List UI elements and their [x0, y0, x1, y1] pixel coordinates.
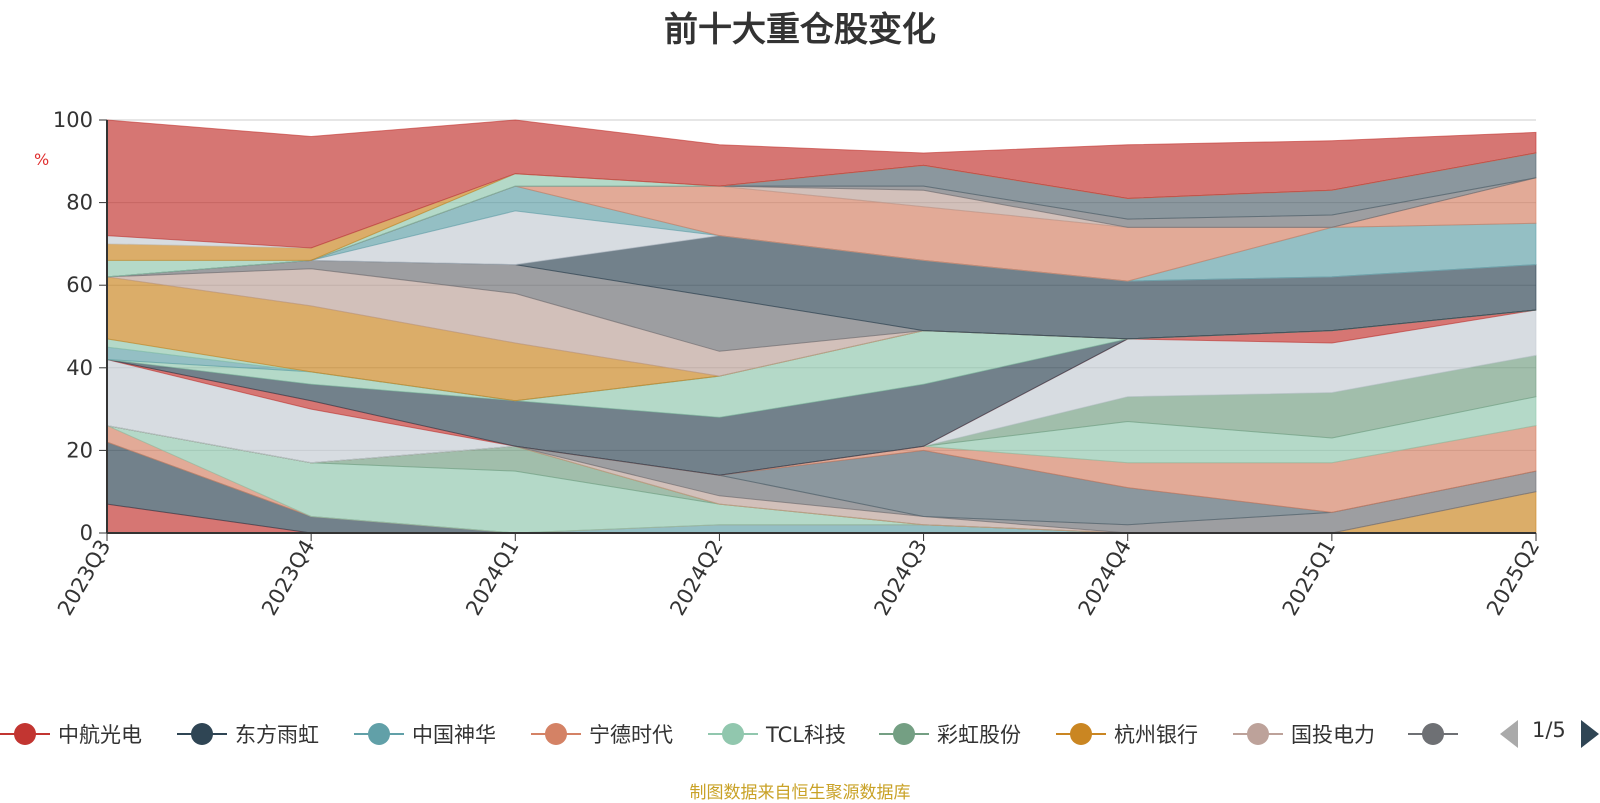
y-tick-label: 0 — [80, 521, 93, 545]
legend-marker-2 — [368, 723, 390, 745]
legend-marker-6 — [1070, 723, 1092, 745]
x-tick-label: 2023Q4 — [257, 536, 319, 620]
legend-item-2[interactable]: 中国神华 — [354, 712, 496, 756]
legend-label-2: 中国神华 — [412, 723, 496, 747]
chart-title: 前十大重仓股变化 — [664, 10, 936, 50]
legend-prev-page-button[interactable] — [1500, 720, 1518, 748]
legend-item-4[interactable]: TCL科技 — [708, 712, 846, 756]
legend-label-3: 宁德时代 — [589, 723, 673, 747]
legend-label-7: 国投电力 — [1291, 723, 1375, 747]
data-source-note: 制图数据来自恒生聚源数据库 — [689, 783, 911, 803]
legend-label-1: 东方雨虹 — [235, 723, 319, 747]
x-tick-label: 2024Q1 — [461, 536, 523, 620]
x-tick-label: 2024Q2 — [665, 536, 727, 620]
legend-marker-0 — [14, 723, 36, 745]
legend-next-page-button[interactable] — [1581, 720, 1599, 748]
x-tick-label: 2024Q3 — [869, 536, 931, 620]
legend-item-6[interactable]: 杭州银行 — [1056, 712, 1198, 756]
y-tick-label: 80 — [66, 191, 93, 215]
x-tick-label: 2025Q2 — [1482, 536, 1544, 620]
legend-item-3[interactable]: 宁德时代 — [531, 712, 673, 756]
legend-item-7[interactable]: 国投电力 — [1233, 712, 1375, 756]
x-tick-label: 2024Q4 — [1074, 536, 1136, 620]
y-tick-label: 40 — [66, 356, 93, 380]
legend-marker-4 — [722, 723, 744, 745]
x-tick-label: 2023Q3 — [53, 536, 115, 620]
legend-overflow-clip: 中 — [1400, 712, 1462, 756]
legend-item-5[interactable]: 彩虹股份 — [879, 712, 1021, 756]
y-tick-label: 20 — [66, 438, 93, 462]
legend-item-1[interactable]: 东方雨虹 — [177, 712, 319, 756]
legend-label-5: 彩虹股份 — [937, 723, 1021, 747]
legend-marker-1 — [191, 723, 213, 745]
y-tick-label: 60 — [66, 273, 93, 297]
legend-pager: 1/5 — [1500, 712, 1600, 756]
legend-label-4: TCL科技 — [766, 723, 846, 747]
legend-marker-7 — [1247, 723, 1269, 745]
legend-item-8[interactable]: 中 — [1408, 712, 1462, 756]
x-tick-label: 2025Q1 — [1278, 536, 1340, 620]
legend-label-0: 中航光电 — [58, 723, 142, 747]
y-tick-label: 100 — [53, 108, 93, 132]
legend-marker-8 — [1422, 723, 1444, 745]
legend-marker-3 — [545, 723, 567, 745]
legend-label-6: 杭州银行 — [1114, 723, 1198, 747]
y-axis-unit: % — [34, 150, 50, 169]
legend-page-indicator: 1/5 — [1532, 718, 1566, 742]
legend-item-0[interactable]: 中航光电 — [0, 712, 142, 756]
chart-legend: 中航光电 东方雨虹 中国神华 宁德时代 TCL科技 彩虹股份 杭州银行 国投电力… — [0, 712, 1600, 756]
area-series-33[interactable] — [106, 119, 1537, 249]
legend-marker-5 — [893, 723, 915, 745]
